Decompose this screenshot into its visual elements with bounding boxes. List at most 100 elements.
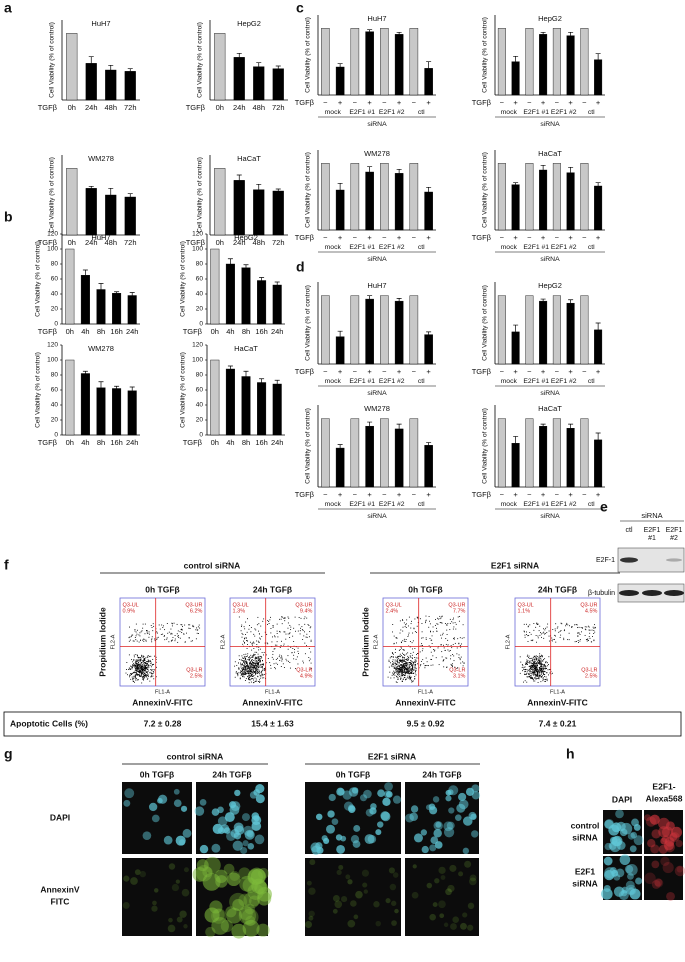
event-dot — [136, 665, 138, 667]
event-dot — [400, 673, 402, 675]
event-dot — [532, 663, 534, 664]
event-dot — [168, 631, 170, 633]
event-dot — [529, 669, 531, 671]
cell — [661, 835, 670, 843]
event-dot — [441, 644, 442, 646]
event-dot — [254, 667, 256, 669]
event-dot — [395, 669, 396, 671]
y-tick-label: 60 — [196, 387, 204, 394]
event-dot — [525, 674, 527, 676]
bar — [594, 439, 603, 488]
quadrant-label: Q3-UR — [185, 602, 202, 608]
event-dot — [413, 661, 415, 663]
event-dot — [548, 635, 550, 637]
cell — [369, 807, 377, 815]
event-dot — [164, 629, 166, 631]
event-dot — [252, 665, 254, 667]
group-title: siRNA — [540, 256, 560, 263]
event-dot — [430, 651, 432, 653]
event-dot — [430, 630, 431, 632]
cell — [654, 878, 664, 888]
y-tick-label: 120 — [192, 231, 203, 238]
chart-title: WM278 — [88, 154, 114, 163]
event-dot — [461, 643, 462, 645]
event-dot — [450, 658, 451, 660]
event-dot — [401, 664, 402, 666]
event-dot — [140, 670, 142, 672]
cell — [151, 814, 160, 823]
event-dot — [252, 661, 254, 663]
event-dot — [253, 667, 255, 669]
event-dot — [429, 623, 431, 625]
event-dot — [252, 670, 254, 671]
event-dot — [411, 661, 413, 663]
event-dot — [145, 674, 147, 676]
event-dot — [396, 682, 398, 683]
treatment-sign: − — [412, 233, 417, 242]
group-label: mock — [501, 244, 518, 251]
event-dot — [446, 629, 448, 631]
event-dot — [249, 664, 251, 666]
event-dot — [248, 678, 249, 680]
event-dot — [535, 657, 537, 659]
treatment-sign: + — [513, 367, 518, 376]
event-dot — [250, 666, 252, 668]
treatment-sign: + — [426, 490, 431, 499]
event-dot — [245, 634, 246, 636]
y-tick-label: 0 — [199, 321, 203, 328]
event-dot — [151, 638, 153, 640]
event-dot — [407, 675, 409, 677]
event-dot — [170, 628, 172, 630]
event-dot — [395, 681, 397, 683]
event-dot — [136, 659, 138, 661]
event-dot — [163, 636, 165, 637]
event-dot — [429, 620, 430, 622]
event-dot — [281, 616, 282, 618]
cell — [608, 841, 617, 850]
chart-title: HepG2 — [234, 233, 258, 242]
event-dot — [236, 672, 238, 674]
event-dot — [166, 637, 168, 639]
event-dot — [138, 668, 140, 670]
event-dot — [143, 659, 145, 660]
event-dot — [155, 656, 157, 658]
event-dot — [258, 663, 260, 664]
event-dot — [234, 665, 236, 667]
event-dot — [405, 668, 407, 670]
event-dot — [545, 667, 546, 669]
cell — [176, 916, 183, 923]
event-dot — [415, 664, 417, 666]
event-dot — [254, 672, 256, 674]
event-dot — [247, 672, 249, 674]
event-dot — [152, 670, 154, 672]
event-dot — [538, 657, 540, 658]
event-dot — [404, 663, 406, 665]
lane-label: E2F1 — [644, 527, 661, 534]
column-header: 0h TGFβ — [336, 769, 370, 779]
event-dot — [152, 675, 154, 677]
cell — [658, 844, 668, 854]
panel-label: d — [296, 259, 305, 275]
event-dot — [142, 639, 144, 641]
event-dot — [149, 680, 151, 682]
bar — [511, 331, 520, 365]
bar — [424, 191, 433, 231]
cell — [175, 835, 186, 846]
bar — [80, 373, 90, 436]
event-dot — [397, 668, 399, 670]
treatment-sign: + — [426, 233, 431, 242]
event-dot — [536, 622, 537, 624]
event-dot — [407, 671, 409, 672]
event-dot — [546, 671, 548, 673]
event-dot — [272, 651, 274, 652]
event-dot — [249, 678, 251, 680]
event-dot — [544, 680, 546, 682]
event-dot — [251, 661, 253, 663]
error-bar — [568, 423, 574, 429]
cell — [651, 860, 660, 869]
event-dot — [548, 674, 549, 676]
column-header: DAPI — [612, 794, 632, 804]
event-dot — [536, 666, 538, 668]
event-dot — [431, 659, 433, 660]
event-dot — [126, 669, 127, 670]
